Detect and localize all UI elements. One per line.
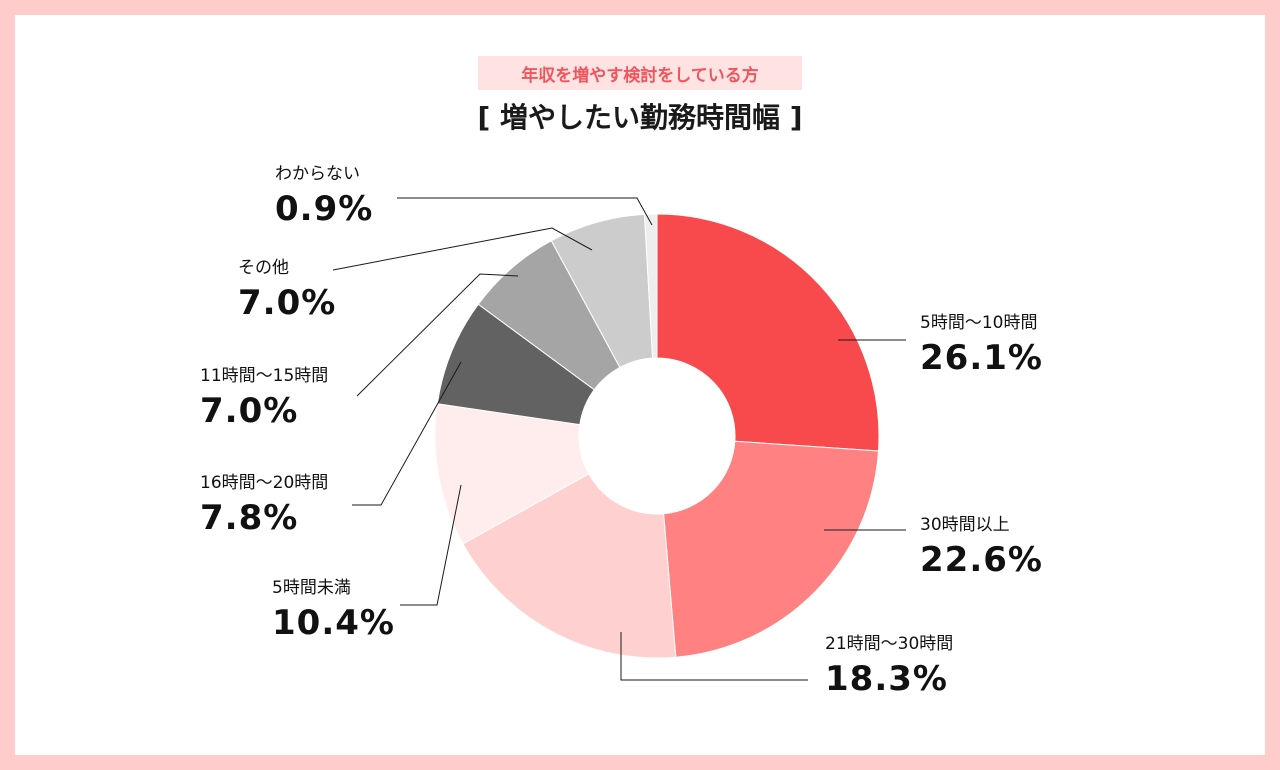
slice-label-30h-plus: 30時間以上 22.6% xyxy=(920,514,1043,582)
leader-line xyxy=(352,361,462,506)
slice-label-value: 26.1% xyxy=(920,338,1043,378)
slice-label-value: 7.0% xyxy=(200,391,299,431)
leader-line xyxy=(620,632,808,681)
slice-label-16-20h: 16時間〜20時間 7.8% xyxy=(200,472,328,540)
donut-slice xyxy=(434,403,590,545)
chart-title: [ 増やしたい勤務時間幅 ] xyxy=(477,101,803,134)
slice-label-value: 10.4% xyxy=(272,603,395,643)
leader-line xyxy=(332,227,593,271)
slice-label-value: 0.9% xyxy=(275,189,374,229)
slice-label-11-15h: 11時間〜15時間 7.0% xyxy=(200,365,328,433)
slice-label-under-5h: 5時間未満 10.4% xyxy=(272,577,395,645)
slice-label-value: 22.6% xyxy=(920,540,1043,580)
slice-label-name: 11時間〜15時間 xyxy=(200,366,329,386)
donut-slice xyxy=(462,473,677,659)
slice-label-value: 7.8% xyxy=(200,498,299,538)
slice-label-unknown: わからない 0.9% xyxy=(275,163,373,231)
slice-label-21-30h: 21時間〜30時間 18.3% xyxy=(825,633,953,701)
slice-label-name: 30時間以上 xyxy=(920,515,1010,535)
leader-line xyxy=(397,197,653,226)
slice-label-value: 7.0% xyxy=(238,283,337,323)
leader-line xyxy=(400,484,462,606)
slice-label-5-10h: 5時間〜10時間 26.1% xyxy=(920,312,1043,380)
slice-label-name: 21時間〜30時間 xyxy=(825,634,954,654)
slice-label-name: わからない xyxy=(275,164,360,184)
slice-label-name: 16時間〜20時間 xyxy=(200,473,329,493)
donut-slice xyxy=(643,213,658,359)
slice-label-other: その他 7.0% xyxy=(238,257,336,325)
slice-label-name: 5時間未満 xyxy=(272,578,351,598)
slice-label-name: その他 xyxy=(238,258,289,278)
slice-label-value: 18.3% xyxy=(825,659,948,699)
leader-line xyxy=(356,273,519,397)
chart-subtitle: 年収を増やす検討をしている方 xyxy=(478,56,802,90)
slice-label-name: 5時間〜10時間 xyxy=(920,313,1038,333)
donut-slice xyxy=(663,440,880,658)
donut-slice xyxy=(656,213,880,452)
